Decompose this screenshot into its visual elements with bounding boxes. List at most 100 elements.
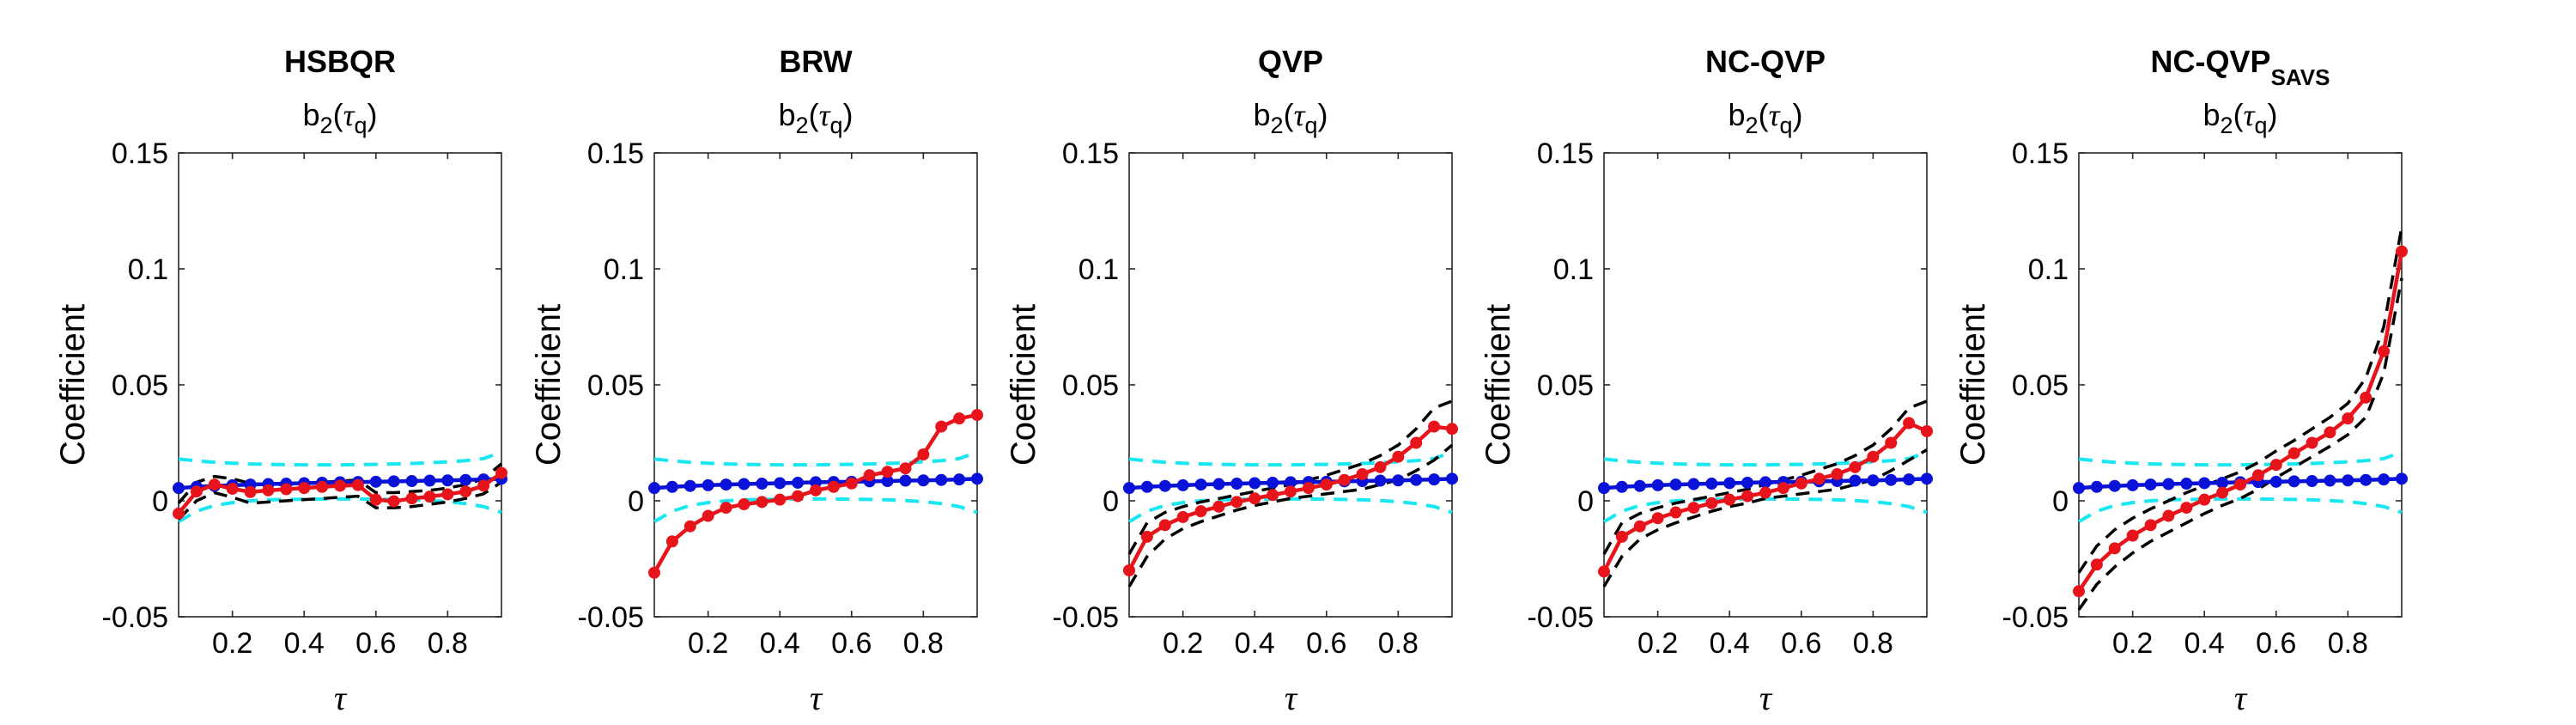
data-point [2378,473,2391,486]
data-point [441,474,454,487]
axes-box [653,152,978,618]
subtitle-close-paren: ) [842,97,853,132]
data-point [899,462,912,475]
data-point [2073,482,2085,495]
panel-title: BRW [779,44,852,79]
subtitle-close-paren: ) [1317,97,1327,132]
panel-title-text: BRW [779,44,852,79]
data-point [756,478,769,490]
panel-title-subscript: SAVS [2271,64,2330,90]
data-point [262,484,275,497]
y-axis-label: Coefficient [1005,304,1042,466]
y-tick-label: 0.1 [604,253,644,286]
y-tick-label: 0.05 [587,369,644,402]
data-point [1230,478,1243,490]
x-axis-label: τ [2234,679,2248,717]
subtitle-tau: τ [343,98,355,132]
data-point [1723,477,1736,490]
x-tick-label: 0.8 [428,627,468,660]
series-line [178,450,502,467]
data-point [2378,344,2391,357]
subtitle-close-paren: ) [1792,97,1802,132]
x-tick-label: 0.4 [1710,627,1750,660]
series-line [1603,450,1928,467]
data-point [2108,542,2121,555]
data-point [2198,477,2211,490]
data-point [1158,519,1171,532]
data-point [792,476,805,489]
subtitle-open-paren: ( [809,97,819,132]
data-point [1615,530,1628,543]
data-point [2126,529,2139,542]
data-point [648,566,660,579]
data-point [2198,493,2211,506]
data-point [459,473,472,486]
subtitle-tau-subscript: q [829,113,842,138]
y-tick-label: -0.05 [578,601,645,634]
data-point [1867,450,1880,463]
y-tick-label: 0.1 [2028,253,2069,286]
data-point [665,480,678,493]
data-point [190,485,203,498]
data-point [226,482,239,495]
y-axis-label: Coefficient [54,304,92,466]
x-tick-label: 0.8 [1378,627,1419,660]
data-point [1392,450,1405,463]
data-point [1212,500,1225,513]
series-cyan-dashed [177,497,502,524]
data-point [2108,479,2121,492]
y-tick-label: 0 [2052,485,2069,518]
series-red-markers [2073,245,2408,598]
data-point [1615,480,1628,493]
y-tick-label: 0.15 [587,137,644,170]
series-black-dashed [2077,277,2403,611]
data-point [1633,479,1646,492]
data-point [1140,530,1153,543]
data-point [244,485,257,498]
x-tick-label: 0.6 [1306,627,1346,660]
x-tick-label: 0.2 [688,627,728,660]
data-point [1777,482,1789,495]
data-point [1669,478,1682,491]
data-point [2342,474,2354,487]
data-point [1723,493,1736,506]
y-tick-label: 0.15 [1537,137,1594,170]
series-line [2077,227,2403,574]
data-point [208,478,221,491]
panel-subtitle: b2(τq) [1254,97,1328,138]
data-point [1356,467,1369,480]
data-point [1885,436,1898,449]
y-axis-label: Coefficient [530,304,568,466]
y-tick-label: 0.05 [112,369,168,402]
series-cyan-dashed [1127,497,1453,524]
y-axis-label: Coefficient [1479,304,1517,466]
data-point [2287,447,2300,460]
panel-subtitle: b2(τq) [1728,97,1803,138]
data-point [280,483,293,496]
data-point [441,488,454,501]
subtitle-tau: τ [1294,98,1306,132]
data-point [2144,519,2157,532]
x-tick-label: 0.4 [1235,627,1275,660]
x-tick-label: 0.6 [2256,627,2296,660]
data-point [683,479,696,492]
data-point [2162,478,2175,490]
subtitle-tau: τ [1769,98,1781,132]
data-point [1249,477,1261,490]
series-cyan-dashed [653,450,978,467]
data-point [2342,412,2354,425]
data-point [935,473,948,486]
data-point [774,493,787,506]
data-point [495,466,507,479]
data-point [2269,475,2282,488]
data-point [1230,496,1243,509]
data-point [1123,482,1135,495]
x-tick-label: 0.2 [2112,627,2153,660]
series-cyan-dashed [2077,497,2403,524]
data-point [1598,482,1610,495]
subtitle-open-paren: ( [2233,97,2244,132]
x-axis-label: τ [334,679,348,717]
x-tick-label: 0.8 [2328,627,2368,660]
data-point [334,479,346,492]
